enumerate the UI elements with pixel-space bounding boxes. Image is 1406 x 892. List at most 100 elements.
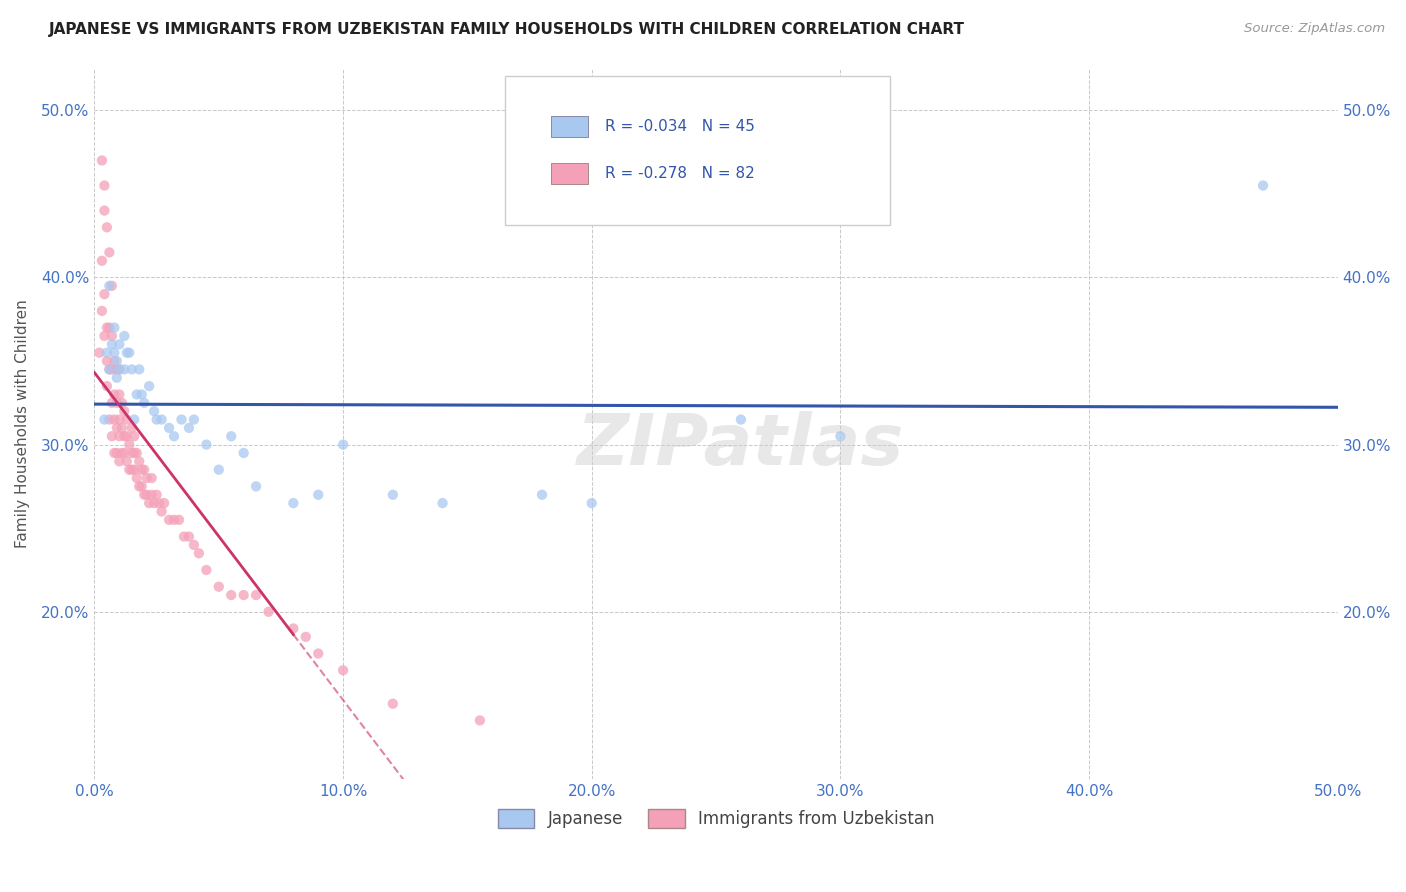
Point — [112, 446, 135, 460]
Point — [111, 396, 134, 410]
Point — [101, 337, 124, 351]
Point — [195, 437, 218, 451]
Point — [122, 412, 145, 426]
Point — [468, 714, 491, 728]
Point — [295, 630, 318, 644]
Point — [232, 446, 254, 460]
Point — [150, 504, 173, 518]
Point — [108, 362, 131, 376]
Point — [125, 387, 148, 401]
Point — [150, 412, 173, 426]
Point — [122, 463, 145, 477]
Point — [141, 488, 163, 502]
Point — [105, 421, 128, 435]
Point — [121, 463, 143, 477]
Text: Source: ZipAtlas.com: Source: ZipAtlas.com — [1244, 22, 1385, 36]
Point — [101, 429, 124, 443]
Point — [148, 496, 170, 510]
Point — [131, 479, 153, 493]
Point — [219, 429, 242, 443]
Point — [121, 421, 143, 435]
Point — [143, 496, 166, 510]
Point — [90, 304, 112, 318]
Point — [122, 429, 145, 443]
Point — [283, 622, 305, 636]
Point — [125, 446, 148, 460]
Point — [105, 370, 128, 384]
Point — [307, 647, 329, 661]
Point — [108, 337, 131, 351]
Point — [115, 429, 138, 443]
FancyBboxPatch shape — [505, 76, 890, 225]
Text: R = -0.034   N = 45: R = -0.034 N = 45 — [606, 120, 755, 135]
Point — [170, 412, 193, 426]
Point — [89, 345, 111, 359]
Point — [432, 496, 454, 510]
Point — [98, 362, 121, 376]
Point — [115, 412, 138, 426]
FancyBboxPatch shape — [551, 163, 588, 185]
Point — [177, 421, 200, 435]
Point — [307, 488, 329, 502]
Point — [208, 463, 231, 477]
Point — [187, 546, 209, 560]
Point — [173, 530, 195, 544]
Point — [101, 329, 124, 343]
Point — [108, 429, 131, 443]
Point — [332, 663, 354, 677]
Point — [125, 471, 148, 485]
Point — [93, 412, 115, 426]
Point — [1251, 178, 1274, 193]
Point — [111, 446, 134, 460]
Point — [163, 513, 186, 527]
Point — [730, 412, 752, 426]
Point — [96, 354, 118, 368]
Point — [93, 178, 115, 193]
Point — [183, 412, 205, 426]
Point — [128, 479, 150, 493]
Point — [108, 454, 131, 468]
Point — [381, 697, 404, 711]
Point — [103, 387, 125, 401]
Y-axis label: Family Households with Children: Family Households with Children — [15, 300, 30, 548]
Point — [157, 513, 180, 527]
Point — [232, 588, 254, 602]
Point — [112, 362, 135, 376]
Point — [112, 329, 135, 343]
Point — [141, 471, 163, 485]
Point — [381, 488, 404, 502]
Text: JAPANESE VS IMMIGRANTS FROM UZBEKISTAN FAMILY HOUSEHOLDS WITH CHILDREN CORRELATI: JAPANESE VS IMMIGRANTS FROM UZBEKISTAN F… — [49, 22, 965, 37]
Point — [96, 220, 118, 235]
Point — [122, 446, 145, 460]
Point — [98, 278, 121, 293]
Point — [581, 496, 603, 510]
Point — [93, 203, 115, 218]
Point — [90, 253, 112, 268]
FancyBboxPatch shape — [551, 116, 588, 137]
Text: ZIPatlas: ZIPatlas — [578, 410, 904, 480]
Point — [830, 429, 852, 443]
Point — [177, 530, 200, 544]
Point — [135, 471, 157, 485]
Point — [98, 320, 121, 334]
Point — [101, 362, 124, 376]
Point — [163, 429, 186, 443]
Point — [195, 563, 218, 577]
Point — [105, 446, 128, 460]
Point — [121, 446, 143, 460]
Point — [118, 463, 141, 477]
Point — [245, 588, 267, 602]
Point — [332, 437, 354, 451]
Point — [111, 421, 134, 435]
Point — [134, 396, 156, 410]
Point — [103, 412, 125, 426]
Point — [112, 429, 135, 443]
Point — [208, 580, 231, 594]
Point — [101, 396, 124, 410]
Point — [157, 421, 180, 435]
Point — [108, 387, 131, 401]
Point — [108, 412, 131, 426]
Point — [96, 320, 118, 334]
Text: R = -0.278   N = 82: R = -0.278 N = 82 — [606, 166, 755, 181]
Point — [118, 437, 141, 451]
